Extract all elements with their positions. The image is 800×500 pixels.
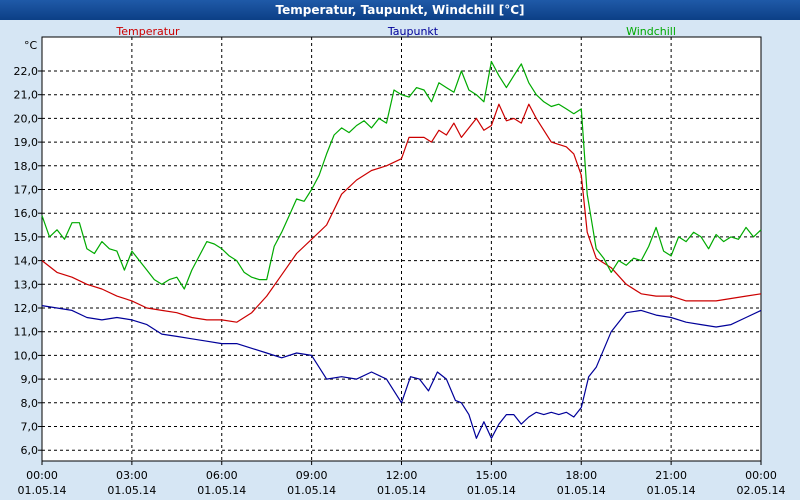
x-tick-time: 06:00 [206, 469, 238, 482]
x-tick-date: 01.05.14 [197, 484, 246, 497]
x-tick-time: 15:00 [476, 469, 508, 482]
x-tick-date: 01.05.14 [467, 484, 516, 497]
y-tick-label: 9,0 [21, 373, 39, 386]
x-tick-time: 00:00 [745, 469, 777, 482]
y-tick-label: 7,0 [21, 421, 39, 434]
y-tick-label: 22,0 [14, 65, 39, 78]
y-axis-unit: °C [24, 39, 38, 52]
x-tick-date: 02.05.14 [737, 484, 786, 497]
x-tick-time: 18:00 [565, 469, 597, 482]
x-axis-ticks: 00:00 01.05.14 03:00 01.05.14 06:00 01.05.14 0… [18, 461, 786, 497]
legend-entry-temperatur: Temperatur [115, 25, 180, 38]
x-tick-time: 12:00 [386, 469, 418, 482]
y-tick-label: 16,0 [14, 207, 39, 220]
y-tick-label: 8,0 [21, 397, 39, 410]
y-axis-ticks: 22,0 21,0 20,0 19,0 18,0 17,0 16,0 15,0 14,0 13,0… [14, 65, 42, 457]
legend-entry-windchill: Windchill [626, 25, 676, 38]
y-tick-label: 21,0 [14, 89, 39, 102]
x-tick-time: 03:00 [116, 469, 148, 482]
y-tick-label: 14,0 [14, 255, 39, 268]
y-tick-label: 20,0 [14, 112, 39, 125]
series-line-temperatur [41, 103, 762, 323]
series-line-windchill [41, 60, 762, 290]
chart-title: Temperatur, Taupunkt, Windchill [°C] [0, 0, 800, 20]
y-tick-label: 15,0 [14, 231, 39, 244]
y-tick-label: 13,0 [14, 278, 39, 291]
y-tick-label: 6,0 [21, 444, 39, 457]
x-tick-date: 01.05.14 [287, 484, 336, 497]
y-tick-label: 18,0 [14, 160, 39, 173]
x-tick-date: 01.05.14 [557, 484, 606, 497]
x-tick-date: 01.05.14 [647, 484, 696, 497]
x-tick-date: 01.05.14 [18, 484, 67, 497]
y-tick-label: 11,0 [14, 326, 39, 339]
x-tick-date: 01.05.14 [377, 484, 426, 497]
series-lines [41, 60, 762, 439]
x-tick-time: 00:00 [26, 469, 58, 482]
legend: Temperatur Taupunkt Windchill [115, 25, 676, 38]
x-tick-time: 21:00 [655, 469, 687, 482]
y-tick-label: 19,0 [14, 136, 39, 149]
x-tick-time: 09:00 [296, 469, 328, 482]
y-tick-label: 10,0 [14, 349, 39, 362]
y-tick-label: 12,0 [14, 302, 39, 315]
y-tick-label: 17,0 [14, 184, 39, 197]
legend-entry-taupunkt: Taupunkt [387, 25, 439, 38]
series-line-taupunkt [41, 305, 762, 439]
x-tick-date: 01.05.14 [107, 484, 156, 497]
